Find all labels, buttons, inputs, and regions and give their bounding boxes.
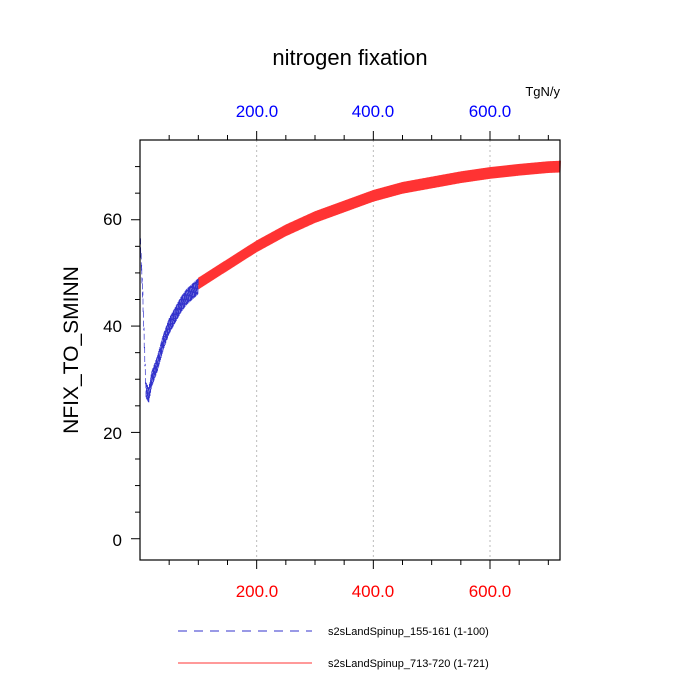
- legend-label-series-1: s2sLandSpinup_155-161 (1-100): [328, 626, 489, 638]
- x-tick-label-top-200: 200.0: [236, 102, 279, 121]
- y-axis-label: NFIX_TO_SMINN: [60, 266, 83, 434]
- x-tick-label-bottom-200: 200.0: [236, 582, 279, 601]
- legend-label-series-2: s2sLandSpinup_713-720 (1-721): [328, 658, 489, 670]
- units-label: TgN/y: [525, 84, 560, 99]
- axis-ticks: [131, 131, 549, 569]
- chart-title: nitrogen fixation: [272, 45, 427, 70]
- series-group: [140, 160, 561, 403]
- plot-frame: [139, 139, 561, 561]
- series-line-1: [140, 238, 199, 403]
- x-tick-label-bottom-600: 600.0: [469, 582, 512, 601]
- series-line-2: [197, 160, 561, 290]
- x-tick-label-top-400: 400.0: [352, 102, 395, 121]
- x-tick-label-bottom-400: 400.0: [352, 582, 395, 601]
- y-tick-label-40: 40: [103, 317, 122, 336]
- grid-lines: [256, 140, 491, 560]
- legend: s2sLandSpinup_155-161 (1-100) s2sLandSpi…: [178, 626, 489, 670]
- x-tick-label-top-600: 600.0: [469, 102, 512, 121]
- y-tick-label-20: 20: [103, 424, 122, 443]
- y-tick-label-0: 0: [113, 531, 122, 550]
- y-tick-label-60: 60: [103, 210, 122, 229]
